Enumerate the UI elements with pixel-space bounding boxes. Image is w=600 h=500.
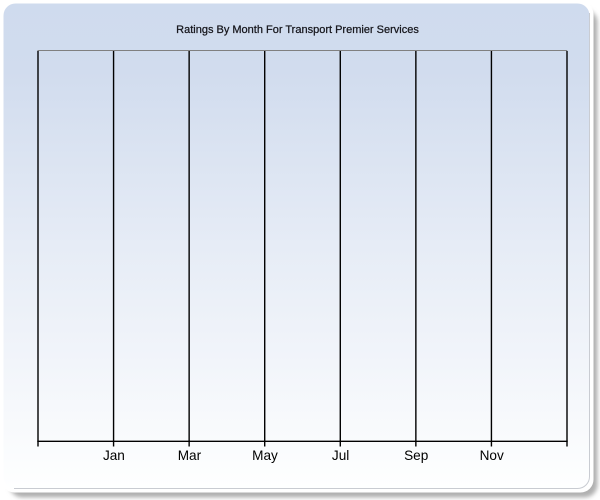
svg-text:Mar: Mar [178, 448, 202, 463]
svg-text:May: May [252, 448, 278, 463]
svg-text:Jan: Jan [103, 448, 125, 463]
svg-text:Sep: Sep [404, 448, 428, 463]
svg-text:Nov: Nov [480, 448, 504, 463]
svg-text:Jul: Jul [332, 448, 349, 463]
svg-text:Ratings By Month For Transport: Ratings By Month For Transport Premier S… [176, 24, 419, 36]
